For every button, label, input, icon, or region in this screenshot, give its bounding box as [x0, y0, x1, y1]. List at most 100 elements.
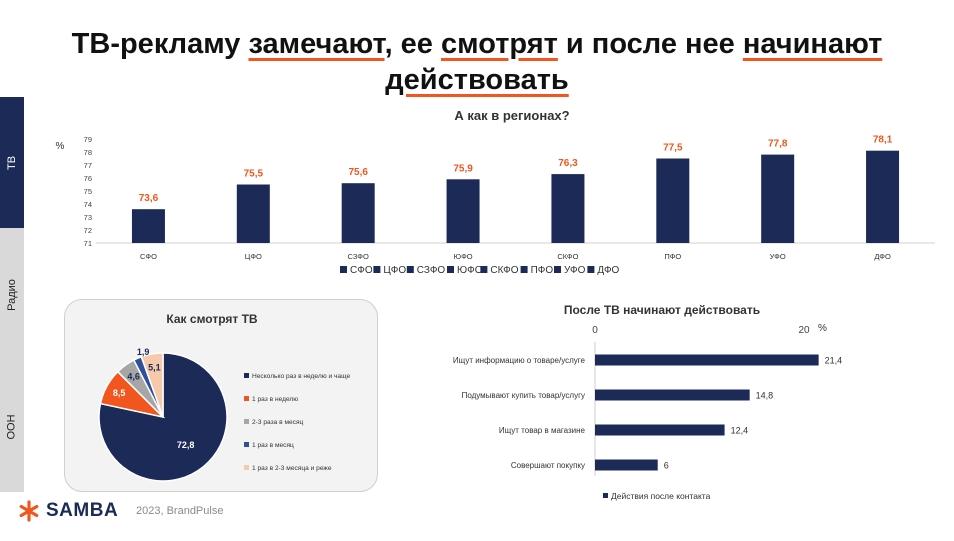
legend-swatch	[603, 493, 608, 498]
tab-tv-label: ТВ	[6, 155, 18, 170]
region-bar-value: 76,3	[558, 158, 578, 169]
action-bar-value: 21,4	[825, 356, 843, 366]
region-legend-entry: ДФО	[597, 265, 619, 276]
title-emphasis: начинают	[742, 28, 883, 60]
pie-slice-value: 8,5	[113, 388, 126, 398]
samba-star-icon	[19, 500, 39, 522]
actions-chart-title: После ТВ начинают действовать	[564, 303, 760, 317]
legend-swatch	[587, 266, 595, 273]
action-category-label: Ищут информацию о товаре/услуге	[453, 356, 586, 365]
pie-legend-entry: Несколько раз в неделю и чаще	[252, 373, 350, 380]
samba-wordmark: SAMBA	[46, 500, 119, 521]
regions-y-tick-label: 79	[84, 135, 92, 144]
samba-logo: SAMBA	[18, 500, 118, 522]
pie-slice-value: 5,1	[148, 363, 161, 373]
action-bar	[595, 459, 658, 471]
action-bar-value: 14,8	[756, 391, 774, 401]
region-legend-entry: СЗФО	[417, 265, 446, 276]
action-bar	[595, 424, 725, 436]
regions-y-tick-label: 75	[84, 187, 92, 196]
legend-swatch	[480, 266, 488, 273]
region-x-tick-label: ЦФО	[245, 252, 262, 261]
pie-slice-value: 4,6	[127, 372, 140, 382]
legend-swatch	[373, 266, 381, 273]
region-bar-value: 73,6	[139, 193, 159, 204]
legend-swatch	[244, 442, 249, 447]
tab-tv[interactable]: ТВ	[0, 97, 24, 228]
pie-legend-entry: 2-3 раза в месяц	[252, 419, 304, 426]
regions-y-tick-label: 78	[84, 148, 92, 157]
regions-y-tick-label: 71	[84, 239, 92, 248]
region-bar-value: 77,8	[768, 139, 788, 150]
region-bar	[761, 154, 795, 243]
pie-legend-entry: 1 раз в месяц	[252, 442, 294, 449]
title-text: и после нее	[557, 28, 743, 60]
legend-swatch	[244, 419, 249, 424]
legend-swatch	[406, 266, 414, 273]
region-legend-entry: УФО	[564, 265, 586, 276]
tab-radio-label: Радио	[6, 279, 18, 311]
tab-ooh[interactable]: ООН	[0, 362, 24, 492]
region-bar	[446, 179, 480, 243]
region-bar-value: 77,5	[663, 143, 683, 154]
legend-swatch	[520, 266, 528, 273]
region-legend-entry: СКФО	[490, 265, 518, 276]
regions-y-axis-label: %	[56, 141, 65, 152]
pie-slice	[140, 352, 164, 418]
pie-slice-value: 72,8	[177, 440, 195, 450]
region-bar	[551, 174, 585, 243]
region-bar	[866, 150, 900, 243]
region-bar-value: 75,5	[244, 169, 264, 180]
title-emphasis: действовать	[385, 64, 569, 96]
region-legend-entry: СФО	[350, 265, 373, 276]
legend-swatch	[554, 266, 561, 273]
action-bar	[595, 354, 819, 366]
region-bar	[341, 183, 375, 243]
region-x-tick-label: ДФО	[874, 252, 891, 261]
source-note: 2023, BrandPulse	[136, 505, 224, 517]
legend-swatch	[340, 266, 347, 273]
legend-swatch	[244, 396, 249, 401]
region-bar-value: 75,6	[348, 167, 368, 178]
region-x-tick-label: УФО	[770, 252, 786, 261]
region-legend-entry: ЦФО	[383, 265, 406, 276]
region-x-tick-label: СФО	[140, 252, 157, 261]
regions-y-tick-label: 72	[84, 226, 92, 235]
title-text: ТВ-рекламу	[71, 28, 249, 60]
tab-radio[interactable]: Радио	[0, 228, 24, 362]
pie-slice-value: 1,9	[137, 347, 150, 357]
action-bar-value: 12,4	[731, 426, 749, 436]
action-bar-value: 6	[664, 461, 669, 471]
regions-y-tick-label: 73	[84, 213, 92, 222]
regions-bar-chart: А как в регионах? % 71 72 73 74 75 76 77 78 79 7…	[56, 108, 935, 276]
action-bar	[595, 389, 750, 401]
tab-ooh-label: ООН	[6, 414, 18, 440]
title-text: , ее	[384, 28, 441, 60]
regions-y-tick-label: 74	[84, 200, 92, 209]
actions-x-tick-label: 20	[798, 325, 810, 336]
actions-legend-entry: Действия после контакта	[611, 491, 711, 501]
title-emphasis: смотрят	[441, 28, 558, 60]
region-x-tick-label: ЮФО	[454, 252, 473, 261]
region-bar-value: 75,9	[453, 163, 473, 174]
region-bar	[656, 158, 690, 243]
action-category-label: Совершают покупку	[511, 461, 585, 470]
region-bar	[131, 209, 165, 243]
regions-y-tick-label: 77	[84, 161, 92, 170]
pie-legend-entry: 1 раз в неделю	[252, 396, 298, 403]
region-bar	[236, 184, 270, 243]
region-legend-entry: ПФО	[531, 265, 554, 276]
regions-chart-title: А как в регионах?	[454, 108, 569, 123]
page-title: ТВ-рекламу замечают, ее смотрят и после …	[0, 26, 954, 98]
legend-swatch	[447, 266, 454, 273]
legend-swatch	[244, 373, 249, 378]
tv-viewing-pie-chart: Как смотрят ТВ 72,8 8,54,6 1,9 5,1 Нескольк…	[98, 312, 350, 482]
legend-swatch	[244, 465, 249, 470]
region-x-tick-label: СЗФО	[348, 252, 369, 261]
region-x-tick-label: ПФО	[664, 252, 681, 261]
region-x-tick-label: СКФО	[557, 252, 578, 261]
action-category-label: Подумывают купить товар/услугу	[462, 391, 585, 400]
pie-chart-title: Как смотрят ТВ	[166, 312, 258, 326]
pie-slice	[98, 352, 228, 482]
actions-bar-chart: После ТВ начинают действовать 0 20 % 21,4…	[453, 303, 843, 501]
